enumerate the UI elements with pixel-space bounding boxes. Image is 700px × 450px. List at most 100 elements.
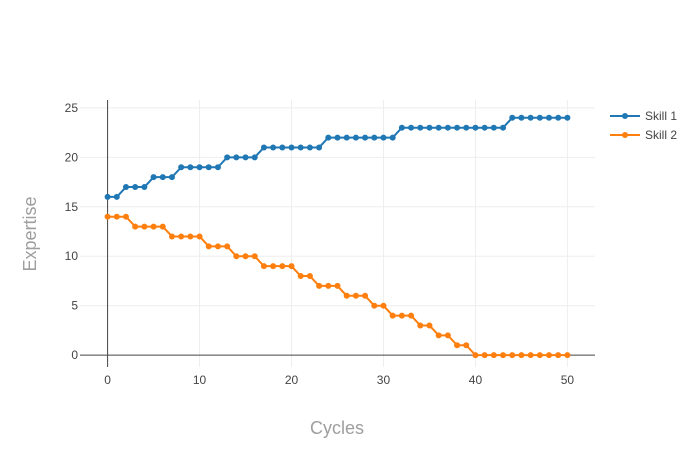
data-point[interactable] (316, 144, 323, 151)
data-point[interactable] (224, 243, 231, 250)
data-point[interactable] (518, 114, 525, 121)
data-point[interactable] (509, 352, 516, 359)
data-point[interactable] (214, 243, 221, 250)
data-point[interactable] (325, 282, 332, 289)
data-point[interactable] (362, 292, 369, 299)
data-point[interactable] (546, 114, 553, 121)
data-point[interactable] (481, 352, 488, 359)
data-point[interactable] (380, 134, 387, 141)
data-point[interactable] (380, 302, 387, 309)
data-point[interactable] (398, 312, 405, 319)
data-point[interactable] (527, 114, 534, 121)
data-point[interactable] (454, 342, 461, 349)
data-point[interactable] (113, 193, 120, 200)
data-point[interactable] (196, 164, 203, 171)
data-point[interactable] (242, 253, 249, 260)
data-point[interactable] (398, 124, 405, 131)
data-point[interactable] (251, 154, 258, 161)
data-point[interactable] (564, 114, 571, 121)
data-point[interactable] (104, 213, 111, 220)
data-point[interactable] (546, 352, 553, 359)
data-point[interactable] (279, 144, 286, 151)
data-point[interactable] (371, 134, 378, 141)
data-point[interactable] (454, 124, 461, 131)
data-point[interactable] (196, 233, 203, 240)
data-point[interactable] (141, 184, 148, 191)
data-point[interactable] (325, 134, 332, 141)
legend-item-skill-1[interactable]: Skill 1 (610, 109, 677, 123)
data-point[interactable] (343, 292, 350, 299)
data-point[interactable] (343, 134, 350, 141)
data-point[interactable] (518, 352, 525, 359)
data-point[interactable] (132, 184, 139, 191)
data-point[interactable] (426, 124, 433, 131)
data-point[interactable] (260, 263, 267, 270)
data-point[interactable] (205, 164, 212, 171)
legend-item-skill-2[interactable]: Skill 2 (610, 128, 677, 142)
data-point[interactable] (122, 213, 129, 220)
data-point[interactable] (555, 352, 562, 359)
data-point[interactable] (472, 124, 479, 131)
data-point[interactable] (122, 184, 129, 191)
data-point[interactable] (159, 223, 166, 230)
data-point[interactable] (132, 223, 139, 230)
data-point[interactable] (490, 352, 497, 359)
data-point[interactable] (500, 124, 507, 131)
data-point[interactable] (104, 193, 111, 200)
data-point[interactable] (362, 134, 369, 141)
data-point[interactable] (564, 352, 571, 359)
data-point[interactable] (159, 174, 166, 181)
data-point[interactable] (463, 342, 470, 349)
data-point[interactable] (527, 352, 534, 359)
data-point[interactable] (306, 273, 313, 280)
data-point[interactable] (168, 174, 175, 181)
data-point[interactable] (150, 223, 157, 230)
data-point[interactable] (435, 124, 442, 131)
data-point[interactable] (233, 154, 240, 161)
data-point[interactable] (224, 154, 231, 161)
data-point[interactable] (334, 282, 341, 289)
data-point[interactable] (306, 144, 313, 151)
data-point[interactable] (205, 243, 212, 250)
data-point[interactable] (352, 134, 359, 141)
data-point[interactable] (297, 273, 304, 280)
data-point[interactable] (334, 134, 341, 141)
data-point[interactable] (389, 134, 396, 141)
data-point[interactable] (500, 352, 507, 359)
data-point[interactable] (214, 164, 221, 171)
data-point[interactable] (288, 263, 295, 270)
data-point[interactable] (113, 213, 120, 220)
data-point[interactable] (288, 144, 295, 151)
data-point[interactable] (444, 124, 451, 131)
data-point[interactable] (270, 263, 277, 270)
data-point[interactable] (509, 114, 516, 121)
data-point[interactable] (536, 352, 543, 359)
data-point[interactable] (316, 282, 323, 289)
data-point[interactable] (242, 154, 249, 161)
data-point[interactable] (389, 312, 396, 319)
data-point[interactable] (417, 322, 424, 329)
data-point[interactable] (371, 302, 378, 309)
data-point[interactable] (444, 332, 451, 339)
data-point[interactable] (233, 253, 240, 260)
data-point[interactable] (270, 144, 277, 151)
data-point[interactable] (536, 114, 543, 121)
data-point[interactable] (297, 144, 304, 151)
data-point[interactable] (426, 322, 433, 329)
data-point[interactable] (555, 114, 562, 121)
data-point[interactable] (408, 124, 415, 131)
data-point[interactable] (417, 124, 424, 131)
data-point[interactable] (168, 233, 175, 240)
data-point[interactable] (435, 332, 442, 339)
data-point[interactable] (150, 174, 157, 181)
data-point[interactable] (141, 223, 148, 230)
data-point[interactable] (187, 233, 194, 240)
data-point[interactable] (279, 263, 286, 270)
data-point[interactable] (472, 352, 479, 359)
data-point[interactable] (463, 124, 470, 131)
data-point[interactable] (260, 144, 267, 151)
data-point[interactable] (481, 124, 488, 131)
data-point[interactable] (408, 312, 415, 319)
data-point[interactable] (352, 292, 359, 299)
data-point[interactable] (178, 164, 185, 171)
